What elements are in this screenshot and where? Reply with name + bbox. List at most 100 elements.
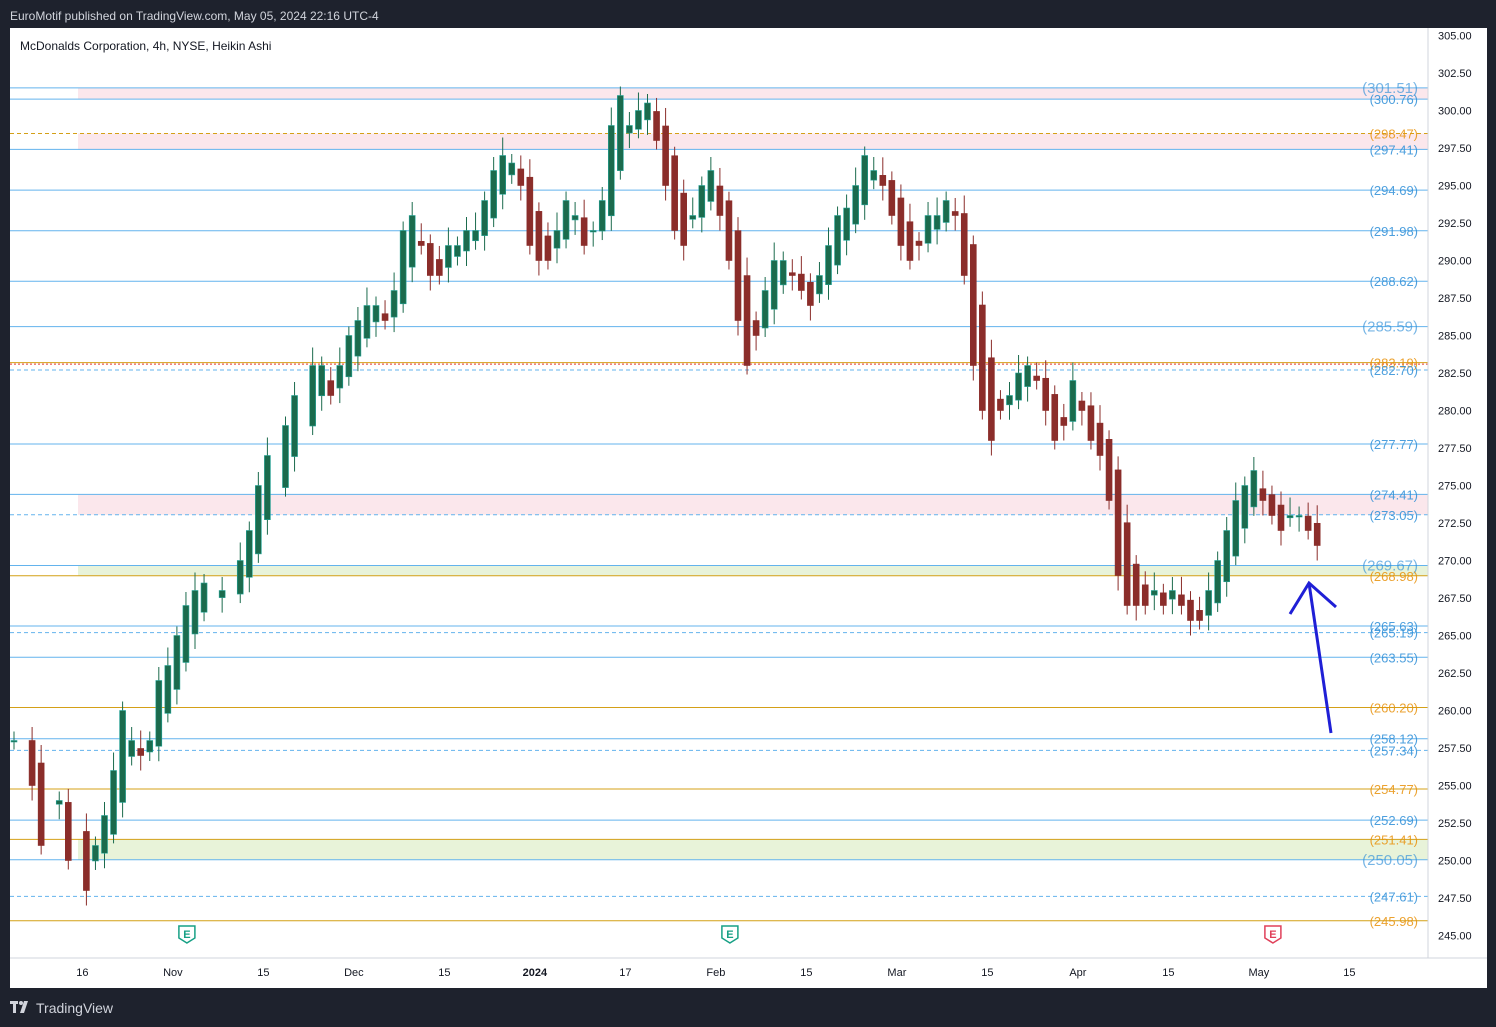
y-tick-label: 260.00 [1438,706,1472,718]
candle [571,215,579,221]
candle [363,305,371,339]
candle [1042,377,1049,411]
candle [1277,504,1285,531]
tradingview-logo-icon [10,1001,28,1013]
price-chart[interactable]: 305.00 302.50 300.00 297.50 295.00 292.50 290.… [10,28,1487,988]
candle [879,175,887,186]
y-tick-label: 280.00 [1438,406,1472,418]
candle [119,710,126,803]
candle [897,197,905,246]
zones-layer [78,87,1428,860]
level-label: (269.67) [1362,557,1418,574]
candle [137,748,144,756]
candle [381,313,389,321]
candle [200,582,208,613]
candle [1060,417,1068,426]
candle [390,290,398,318]
candle [1132,563,1140,606]
level-label: (263.55) [1370,650,1418,665]
candle [852,185,859,225]
x-tick-label: 2024 [523,967,548,979]
candle [318,365,326,397]
candle [1214,560,1221,604]
candle [146,740,154,753]
candle [92,845,99,862]
candle [598,200,606,232]
candle [372,305,380,323]
candle [915,240,923,246]
y-tick-label: 262.50 [1438,668,1472,680]
level-label: (291.98) [1370,224,1418,239]
candle [426,243,434,276]
x-tick-label: 15 [800,967,812,979]
candle [508,162,516,176]
candle [173,635,181,690]
y-tick-label: 265.00 [1438,631,1472,643]
candle [1286,515,1294,519]
y-tick-label: 245.00 [1438,931,1472,943]
candles-layer [10,86,1321,906]
candle [653,111,660,141]
candle [1187,599,1194,621]
x-tick-label: 17 [619,967,631,979]
candle [164,665,172,714]
x-tick-label: Dec [344,967,364,979]
y-tick-label: 270.00 [1438,556,1472,568]
candle [1151,590,1158,596]
candle [716,185,724,216]
candle [906,221,914,261]
candle [1069,380,1077,422]
earnings-marker-label: E [1269,929,1276,941]
candle [1123,522,1131,606]
candle [354,320,362,357]
candle [924,215,932,244]
x-tick-label: 16 [76,967,88,979]
candle [761,290,769,329]
y-tick-label: 305.00 [1438,31,1472,43]
zone-green [78,839,1428,860]
level-label: (301.51) [1362,80,1418,97]
candle [626,125,633,134]
footer-bar: TradingView [0,988,1496,1027]
candle [454,245,461,257]
candle [997,398,1004,411]
candle [662,125,669,186]
candle [1105,439,1113,501]
candle [28,740,36,786]
candle [734,230,742,321]
candle [1015,372,1022,401]
candle [1114,469,1122,576]
candle [933,215,941,230]
candle [1178,594,1185,606]
candle [635,110,642,130]
x-tick-label: 15 [1343,967,1355,979]
candle [752,320,760,336]
candle [1232,500,1240,557]
candle [644,102,651,121]
tradingview-brand: TradingView [36,1000,114,1016]
candle [834,215,841,266]
y-tick-label: 277.50 [1438,443,1472,455]
candle [689,215,697,220]
candle [499,155,507,195]
level-label: (257.34) [1370,743,1418,758]
level-label: (294.69) [1370,183,1418,198]
level-label: (273.05) [1370,508,1418,523]
candle [843,207,850,241]
candle [155,680,163,747]
chart-panel[interactable]: 305.00 302.50 300.00 297.50 295.00 292.50 290.… [10,28,1487,988]
candle [788,272,796,276]
publisher-text: EuroMotif published on TradingView.com, … [10,9,379,23]
candle [1096,422,1104,456]
earnings-marker-icon [1264,925,1282,944]
candle [517,168,525,186]
candle [83,831,90,891]
candle [743,275,751,366]
levels-layer [10,87,1428,922]
candle [1078,400,1086,411]
candle [1313,522,1321,546]
level-label: (282.70) [1370,363,1418,378]
candle [707,170,715,202]
x-tick-label: 15 [981,967,993,979]
candle [191,590,199,635]
